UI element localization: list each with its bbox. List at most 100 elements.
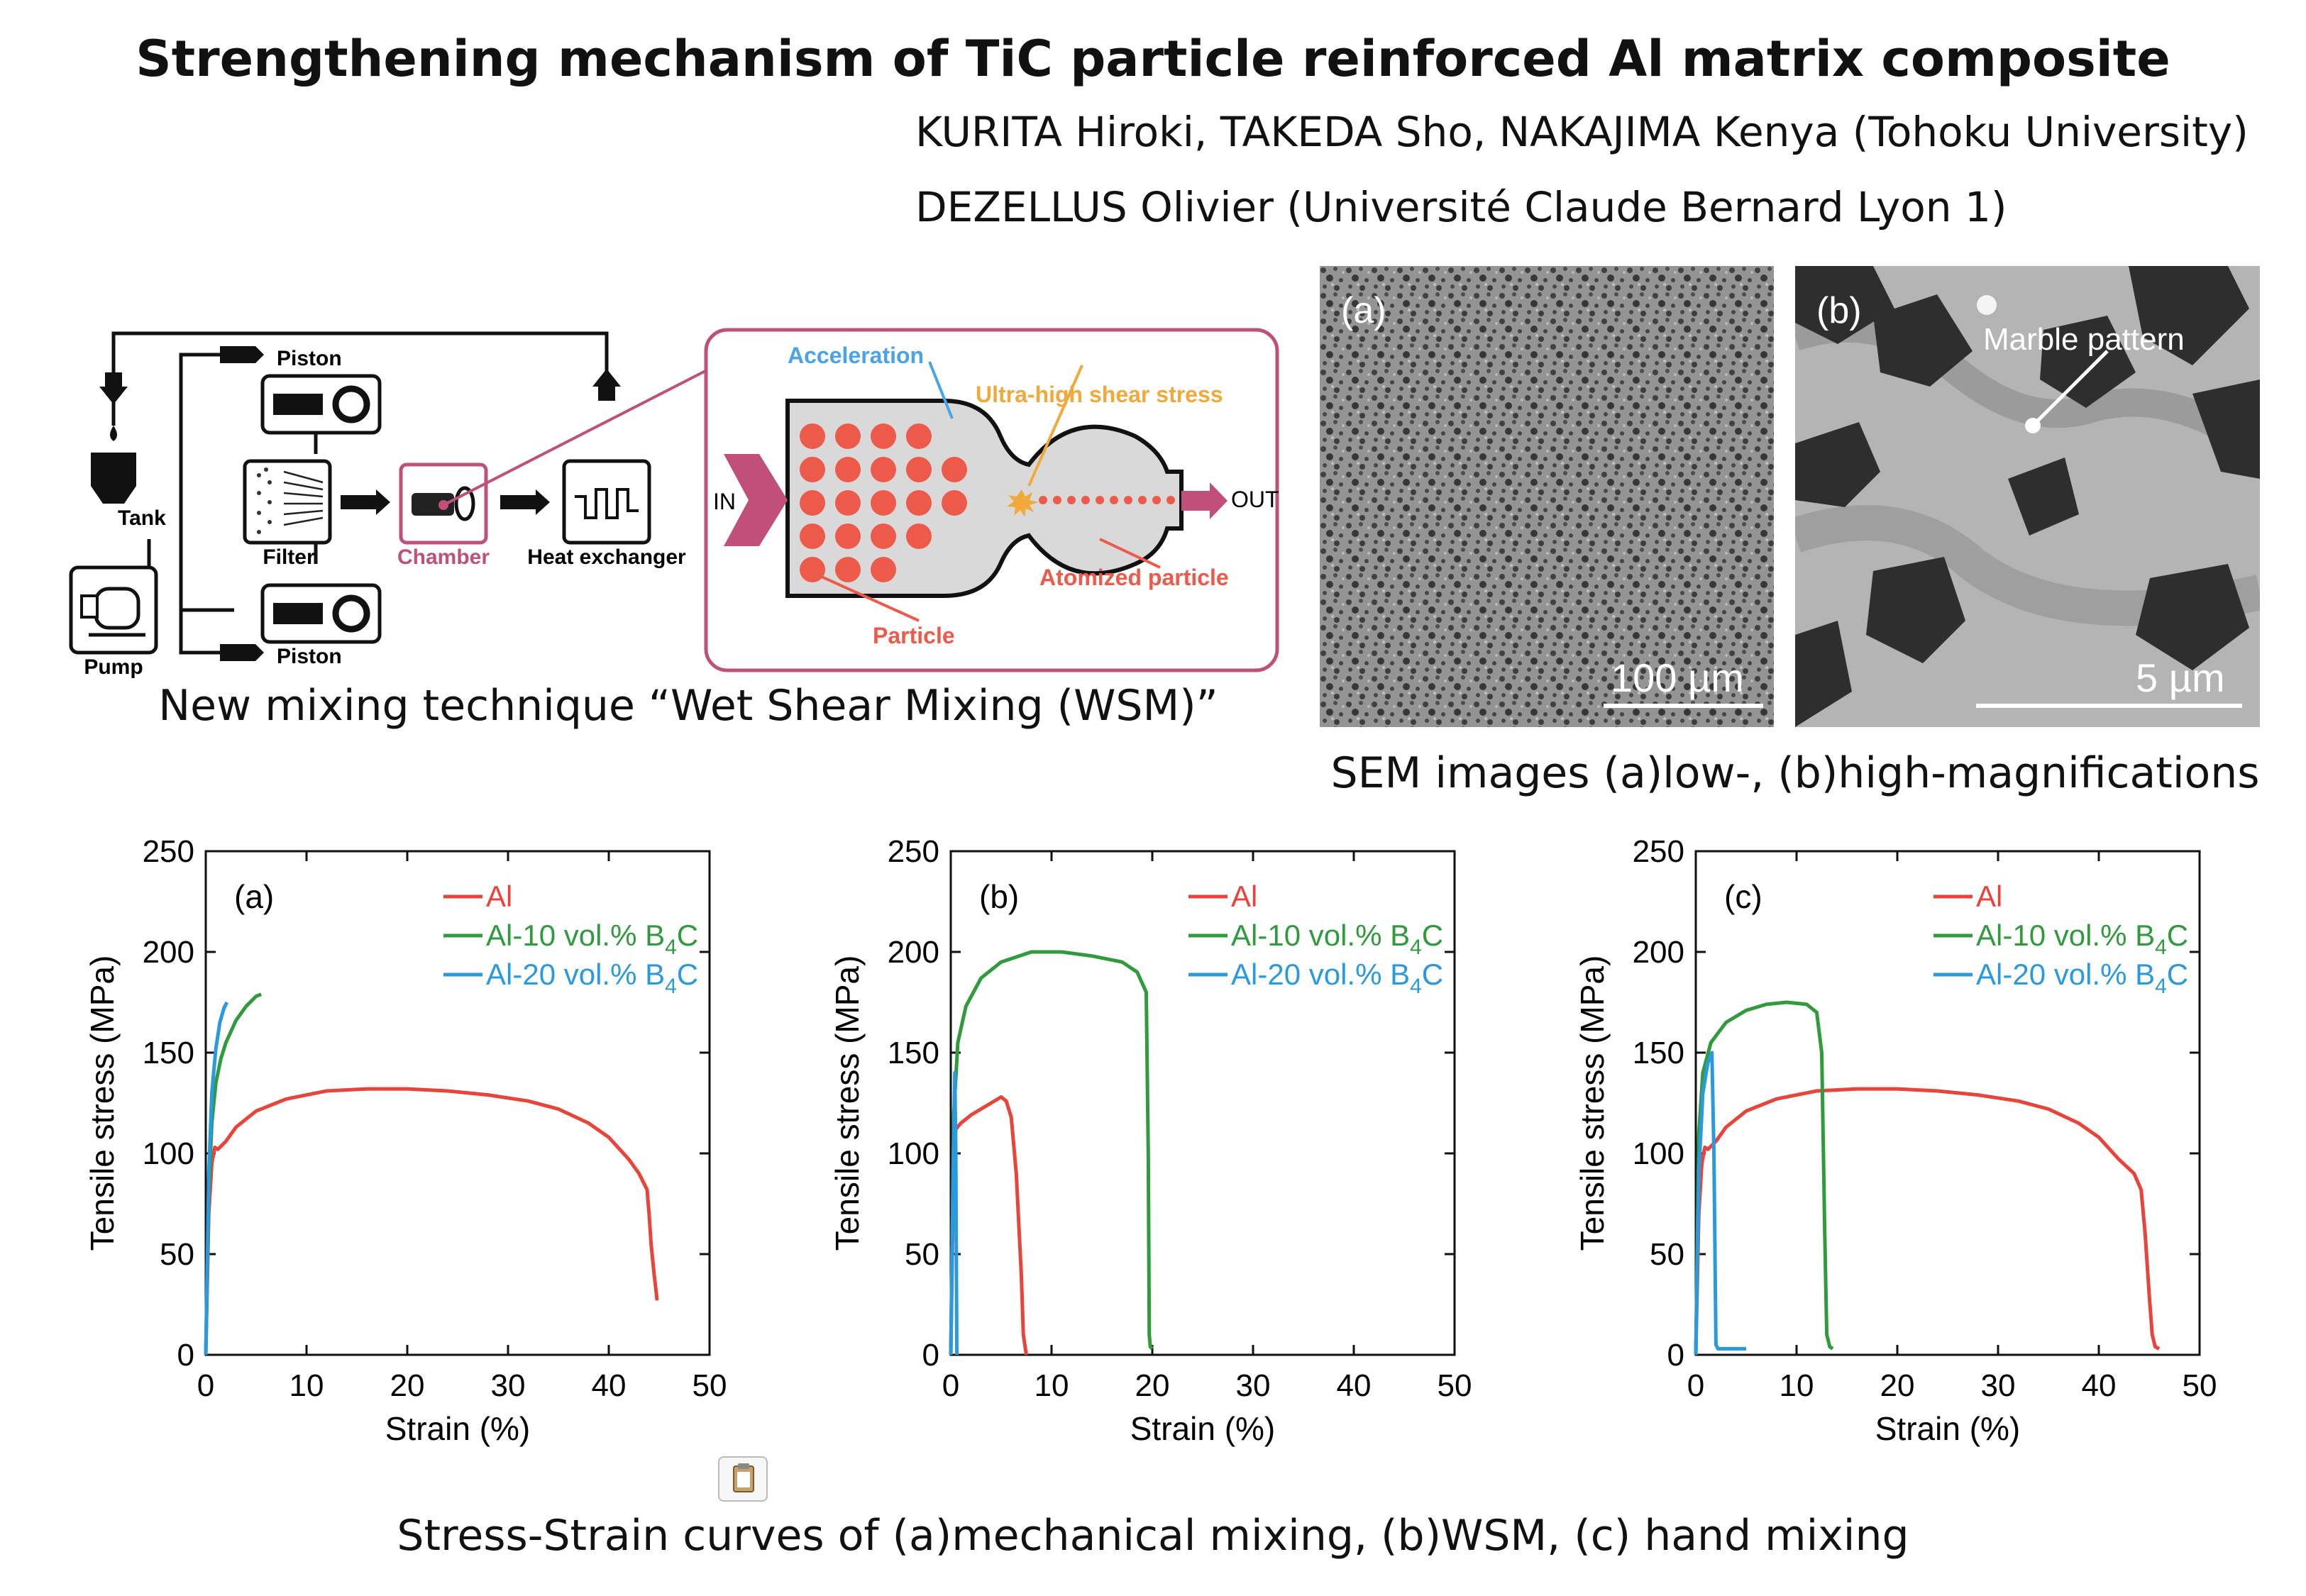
heat-exchanger-label: Heat exchanger xyxy=(527,545,686,569)
x-tick-label: 30 xyxy=(1981,1368,2016,1403)
y-axis-label: Tensile stress (MPa) xyxy=(829,955,866,1251)
series-line-0 xyxy=(949,1095,1028,1356)
y-tick-label: 200 xyxy=(143,935,194,970)
sem-caption: SEM images (a)low-, (b)high-magnificatio… xyxy=(1330,748,2260,798)
zoom-connector xyxy=(443,367,710,506)
x-tick-label: 0 xyxy=(1687,1368,1704,1403)
sem-a-scale: 100 µm xyxy=(1611,655,1744,700)
y-tick-label: 200 xyxy=(888,935,939,970)
x-tick-label: 0 xyxy=(197,1368,214,1403)
sem-image-a: (a) 100 µm xyxy=(1320,266,1774,727)
legend-label-2: Al-20 vol.% B4C xyxy=(486,958,698,998)
panel-label: (c) xyxy=(1724,878,1762,915)
x-tick-label: 10 xyxy=(1035,1368,1069,1403)
y-tick-label: 200 xyxy=(1633,935,1684,970)
legend-label-2: Al-20 vol.% B4C xyxy=(1976,958,2188,998)
out-label: OUT xyxy=(1231,487,1279,512)
wsm-diagram: Piston Piston Tank Filter Chamber Heat e… xyxy=(69,328,1279,679)
series-line-1 xyxy=(949,950,1154,1356)
legend-label-1: Al-10 vol.% B4C xyxy=(486,919,698,959)
sem-b-scale: 5 µm xyxy=(2136,655,2225,700)
y-tick-label: 0 xyxy=(922,1338,939,1373)
chamber-detail-panel xyxy=(704,328,1279,672)
filter-icon xyxy=(243,459,332,545)
piston-bottom-icon xyxy=(260,583,382,644)
x-tick-label: 40 xyxy=(2082,1368,2117,1403)
x-tick-label: 40 xyxy=(592,1368,627,1403)
legend-label-0: Al xyxy=(486,880,512,913)
x-tick-label: 50 xyxy=(693,1368,727,1403)
sem-b-label: (b) xyxy=(1816,290,1862,331)
stress-strain-chart-c: 0 10 20 30 40 50 0 50 100 150 200 250 Strain (%) Tens… xyxy=(1574,837,2217,1447)
particle-label: Particle xyxy=(873,623,955,648)
x-tick-label: 40 xyxy=(1337,1368,1372,1403)
y-tick-label: 0 xyxy=(177,1338,194,1373)
x-tick-label: 20 xyxy=(1880,1368,1915,1403)
legend-label-0: Al xyxy=(1231,880,1257,913)
y-tick-label: 50 xyxy=(160,1237,194,1272)
piston-bottom-label: Piston xyxy=(277,645,342,668)
x-axis-label: Strain (%) xyxy=(1875,1410,2020,1447)
sem-a-label: (a) xyxy=(1341,290,1386,331)
x-tick-label: 50 xyxy=(2183,1368,2217,1403)
pump-label: Pump xyxy=(84,655,143,679)
y-tick-label: 150 xyxy=(888,1036,939,1070)
piston-top-label: Piston xyxy=(277,347,342,370)
filter-label: Filter xyxy=(263,545,315,569)
page-title: Strengthening mechanism of TiC particle … xyxy=(136,30,2170,88)
heat-exchanger-icon xyxy=(562,459,651,545)
particle-dots xyxy=(800,423,1175,582)
clipboard-icon[interactable] xyxy=(718,1456,768,1502)
stress-strain-chart-b: 0 10 20 30 40 50 0 50 100 150 200 250 Strain (%) Tens… xyxy=(829,837,1472,1447)
x-axis-label: Strain (%) xyxy=(385,1410,530,1447)
series-line-0 xyxy=(204,1087,659,1356)
series-line-0 xyxy=(1694,1087,2161,1356)
shear-label: Ultra-high shear stress xyxy=(976,382,1223,407)
y-tick-label: 50 xyxy=(905,1237,939,1272)
legend-label-2: Al-20 vol.% B4C xyxy=(1231,958,1443,998)
x-tick-label: 30 xyxy=(491,1368,526,1403)
x-tick-label: 50 xyxy=(1438,1368,1472,1403)
in-label: IN xyxy=(713,489,736,514)
legend-label-0: Al xyxy=(1976,880,2002,913)
sem-image-b: (b) Marble pattern 5 µm xyxy=(1795,266,2260,727)
panel-label: (a) xyxy=(234,878,274,915)
legend-label-1: Al-10 vol.% B4C xyxy=(1231,919,1443,959)
series-line-2 xyxy=(204,1001,229,1356)
y-tick-label: 250 xyxy=(888,837,939,869)
plot-frame xyxy=(204,850,711,1356)
x-tick-label: 20 xyxy=(1135,1368,1170,1403)
y-tick-label: 100 xyxy=(143,1136,194,1171)
y-tick-label: 50 xyxy=(1650,1237,1684,1272)
x-tick-label: 10 xyxy=(289,1368,324,1403)
y-tick-label: 250 xyxy=(1633,837,1684,869)
chamber-label: Chamber xyxy=(397,545,490,569)
legend-label-1: Al-10 vol.% B4C xyxy=(1976,919,2188,959)
atomized-label: Atomized particle xyxy=(1039,565,1229,590)
piston-top-icon xyxy=(260,374,382,435)
y-tick-label: 150 xyxy=(143,1036,194,1070)
authors-line-1: KURITA Hiroki, TAKEDA Sho, NAKAJIMA Keny… xyxy=(915,108,2249,156)
x-tick-label: 30 xyxy=(1236,1368,1271,1403)
series-line-1 xyxy=(1694,1000,1834,1356)
y-tick-label: 0 xyxy=(1667,1338,1684,1373)
y-axis-label: Tensile stress (MPa) xyxy=(1574,955,1611,1251)
series-line-1 xyxy=(204,992,263,1356)
stress-strain-caption: Stress-Strain curves of (a)mechanical mi… xyxy=(397,1511,1909,1561)
pump-icon xyxy=(69,565,158,655)
x-tick-label: 20 xyxy=(390,1368,425,1403)
panel-label: (b) xyxy=(979,878,1019,915)
plot-frame xyxy=(1694,850,2201,1356)
y-tick-label: 100 xyxy=(1633,1136,1684,1171)
series-line-2 xyxy=(949,1070,959,1356)
x-axis-label: Strain (%) xyxy=(1130,1410,1275,1447)
flow-arrows xyxy=(91,346,621,661)
shear-burst-icon xyxy=(1007,489,1038,517)
marble-label: Marble pattern xyxy=(1983,322,2185,357)
series-line-2 xyxy=(1694,1051,1746,1356)
authors-line-2: DEZELLUS Olivier (Université Claude Bern… xyxy=(915,183,2007,231)
wsm-caption: New mixing technique “Wet Shear Mixing (… xyxy=(158,681,1218,731)
x-tick-label: 10 xyxy=(1780,1368,1814,1403)
tank-label: Tank xyxy=(118,506,166,530)
y-tick-label: 250 xyxy=(143,837,194,869)
